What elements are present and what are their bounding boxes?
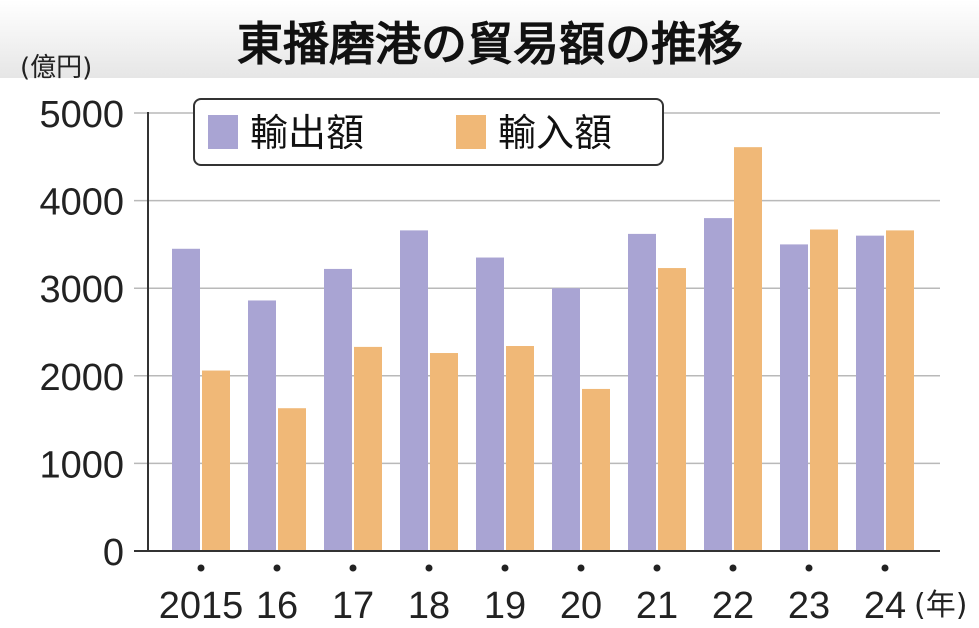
x-tick-dot xyxy=(881,564,889,572)
bar-export xyxy=(476,257,504,551)
bar-export xyxy=(704,218,732,551)
x-tick-dot xyxy=(653,564,661,572)
bar-export xyxy=(780,244,808,551)
bar-import xyxy=(278,408,306,551)
x-axis-unit-label: (年) xyxy=(914,588,967,623)
bar-import xyxy=(430,353,458,551)
bar-export xyxy=(552,288,580,551)
x-tick-label: 18 xyxy=(408,585,450,627)
x-tick-dot xyxy=(425,564,433,572)
legend-box xyxy=(193,98,664,166)
x-tick-label: 20 xyxy=(560,585,602,627)
bars xyxy=(172,147,914,551)
bar-export xyxy=(248,300,276,551)
x-tick-dot xyxy=(577,564,585,572)
bar-export xyxy=(324,268,352,551)
y-tick-label: 0 xyxy=(103,532,124,574)
bar-import xyxy=(810,229,838,551)
bar-export xyxy=(628,233,656,551)
x-tick-label: 22 xyxy=(712,585,754,627)
title-band xyxy=(0,0,979,78)
y-tick-label: 4000 xyxy=(39,182,124,224)
legend-label-export: 輸出額 xyxy=(250,111,364,155)
x-tick-label: 2015 xyxy=(159,585,244,627)
x-tick-label: 23 xyxy=(788,585,830,627)
x-tick-label: 16 xyxy=(256,585,298,627)
y-axis-ticks: 0 1000 2000 3000 4000 5000 xyxy=(39,94,124,574)
bar-export xyxy=(172,248,200,551)
bar-import xyxy=(354,346,382,551)
legend-swatch-import xyxy=(456,115,486,149)
y-tick-label: 5000 xyxy=(39,94,124,136)
legend: 輸出額 輸入額 xyxy=(193,98,664,166)
bar-export xyxy=(400,230,428,551)
bar-export xyxy=(856,235,884,551)
bar-import xyxy=(506,346,534,551)
x-tick-label: 17 xyxy=(332,585,374,627)
x-tick-dot xyxy=(197,564,205,572)
bar-import xyxy=(582,388,610,551)
legend-swatch-export xyxy=(208,115,238,149)
bar-import xyxy=(202,370,230,551)
bar-import xyxy=(886,230,914,551)
x-tick-dot xyxy=(349,564,357,572)
x-tick-label: 24 xyxy=(864,585,906,627)
x-tick-label: 21 xyxy=(636,585,678,627)
x-tick-dot xyxy=(273,564,281,572)
y-tick-label: 3000 xyxy=(39,269,124,311)
x-axis-ticks: 2015 16 17 18 19 20 21 22 23 24 xyxy=(159,564,906,627)
x-tick-dot xyxy=(501,564,509,572)
y-tick-label: 1000 xyxy=(39,444,124,486)
bar-import xyxy=(734,147,762,551)
y-tick-label: 2000 xyxy=(39,357,124,399)
legend-label-import: 輸入額 xyxy=(498,111,612,155)
y-axis-unit-label: (億円) xyxy=(20,53,92,83)
bar-import xyxy=(658,268,686,551)
chart-title: 東播磨港の貿易額の推移 xyxy=(237,17,743,71)
x-tick-label: 19 xyxy=(484,585,526,627)
x-tick-dot xyxy=(729,564,737,572)
x-tick-dot xyxy=(805,564,813,572)
